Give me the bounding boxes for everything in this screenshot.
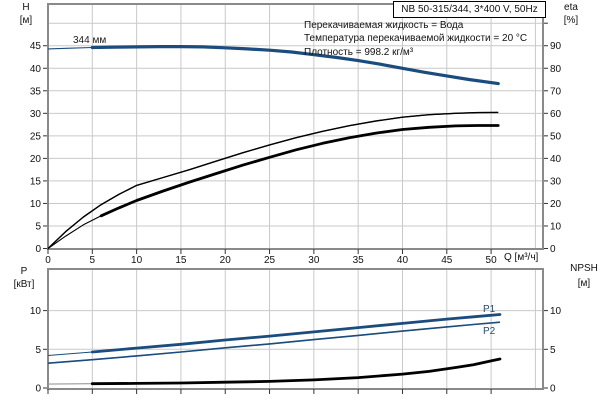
curve-p1	[90, 313, 502, 354]
svg-text:20: 20	[550, 199, 562, 210]
svg-text:0: 0	[45, 255, 51, 266]
eta-axis-label: eta	[564, 2, 578, 13]
svg-text:10: 10	[131, 255, 143, 266]
svg-text:5: 5	[35, 345, 41, 356]
svg-text:40: 40	[550, 154, 562, 165]
svg-text:0: 0	[550, 384, 556, 395]
svg-text:20: 20	[220, 255, 232, 266]
svg-text:5: 5	[550, 345, 556, 356]
svg-text:20: 20	[30, 154, 42, 165]
svg-text:80: 80	[550, 64, 562, 75]
svg-text:15: 15	[175, 255, 187, 266]
curve-344-мм	[90, 45, 500, 86]
curve-eta	[47, 111, 499, 250]
curve-eta-total	[99, 124, 500, 218]
h-axis-unit: [м]	[19, 15, 33, 26]
svg-text:30: 30	[308, 255, 320, 266]
chart-power-and-npsh: 0 5 10 0 5 10	[30, 268, 562, 395]
fluid-info-block: Перекачиваемая жидкость = Вода Температу…	[304, 19, 527, 59]
p-axis-label: P	[20, 266, 28, 277]
svg-text:5: 5	[90, 255, 96, 266]
svg-text:10: 10	[550, 221, 562, 232]
svg-text:45: 45	[441, 255, 453, 266]
svg-text:60: 60	[550, 109, 562, 120]
fluid-info-line-1: Перекачиваемая жидкость = Вода	[304, 20, 464, 31]
p-axis-unit: [кВт]	[13, 279, 35, 290]
svg-text:45: 45	[30, 41, 42, 52]
p2-curve-label: P2	[483, 326, 496, 337]
svg-text:0: 0	[35, 244, 41, 255]
impeller-diameter-label: 344 мм	[73, 35, 107, 46]
chart-head-and-efficiency: 0 5 10 15 20 25 30 35 40 45 0 10 20 30 40 50 60 70 80 90 0 5 1…	[30, 3, 562, 266]
fluid-info-line-2: Температура перекачиваемой жидкости = 20…	[304, 33, 528, 45]
svg-text:15: 15	[30, 176, 42, 187]
fluid-info-line-3: Плотность = 998.2 кг/м³	[304, 46, 414, 58]
p1-curve-label: P1	[483, 304, 496, 315]
svg-text:30: 30	[550, 176, 562, 187]
svg-text:70: 70	[550, 86, 562, 97]
h-axis-label: H	[22, 2, 30, 13]
curve-p2	[47, 321, 501, 364]
svg-text:10: 10	[550, 306, 562, 317]
svg-text:10: 10	[30, 306, 42, 317]
q-axis-label: Q [м³/ч]	[504, 252, 539, 263]
svg-text:35: 35	[353, 255, 365, 266]
npsh-axis-label: NPSH	[570, 263, 598, 274]
svg-text:25: 25	[30, 131, 42, 142]
npsh-axis-unit: [м]	[577, 278, 591, 289]
svg-text:5: 5	[35, 221, 41, 232]
pump-model-box: NB 50-315/344, 3*400 V, 50Hz	[393, 1, 546, 18]
svg-text:30: 30	[30, 109, 42, 120]
curve-npsh	[90, 357, 502, 386]
svg-text:0: 0	[35, 384, 41, 395]
svg-text:35: 35	[30, 86, 42, 97]
svg-text:50: 50	[486, 255, 498, 266]
svg-text:40: 40	[30, 64, 42, 75]
svg-text:40: 40	[397, 255, 409, 266]
svg-text:10: 10	[30, 199, 42, 210]
svg-text:25: 25	[264, 255, 276, 266]
svg-text:0: 0	[550, 244, 556, 255]
svg-text:90: 90	[550, 41, 562, 52]
eta-axis-unit: [%]	[563, 15, 579, 26]
svg-text:50: 50	[550, 131, 562, 142]
